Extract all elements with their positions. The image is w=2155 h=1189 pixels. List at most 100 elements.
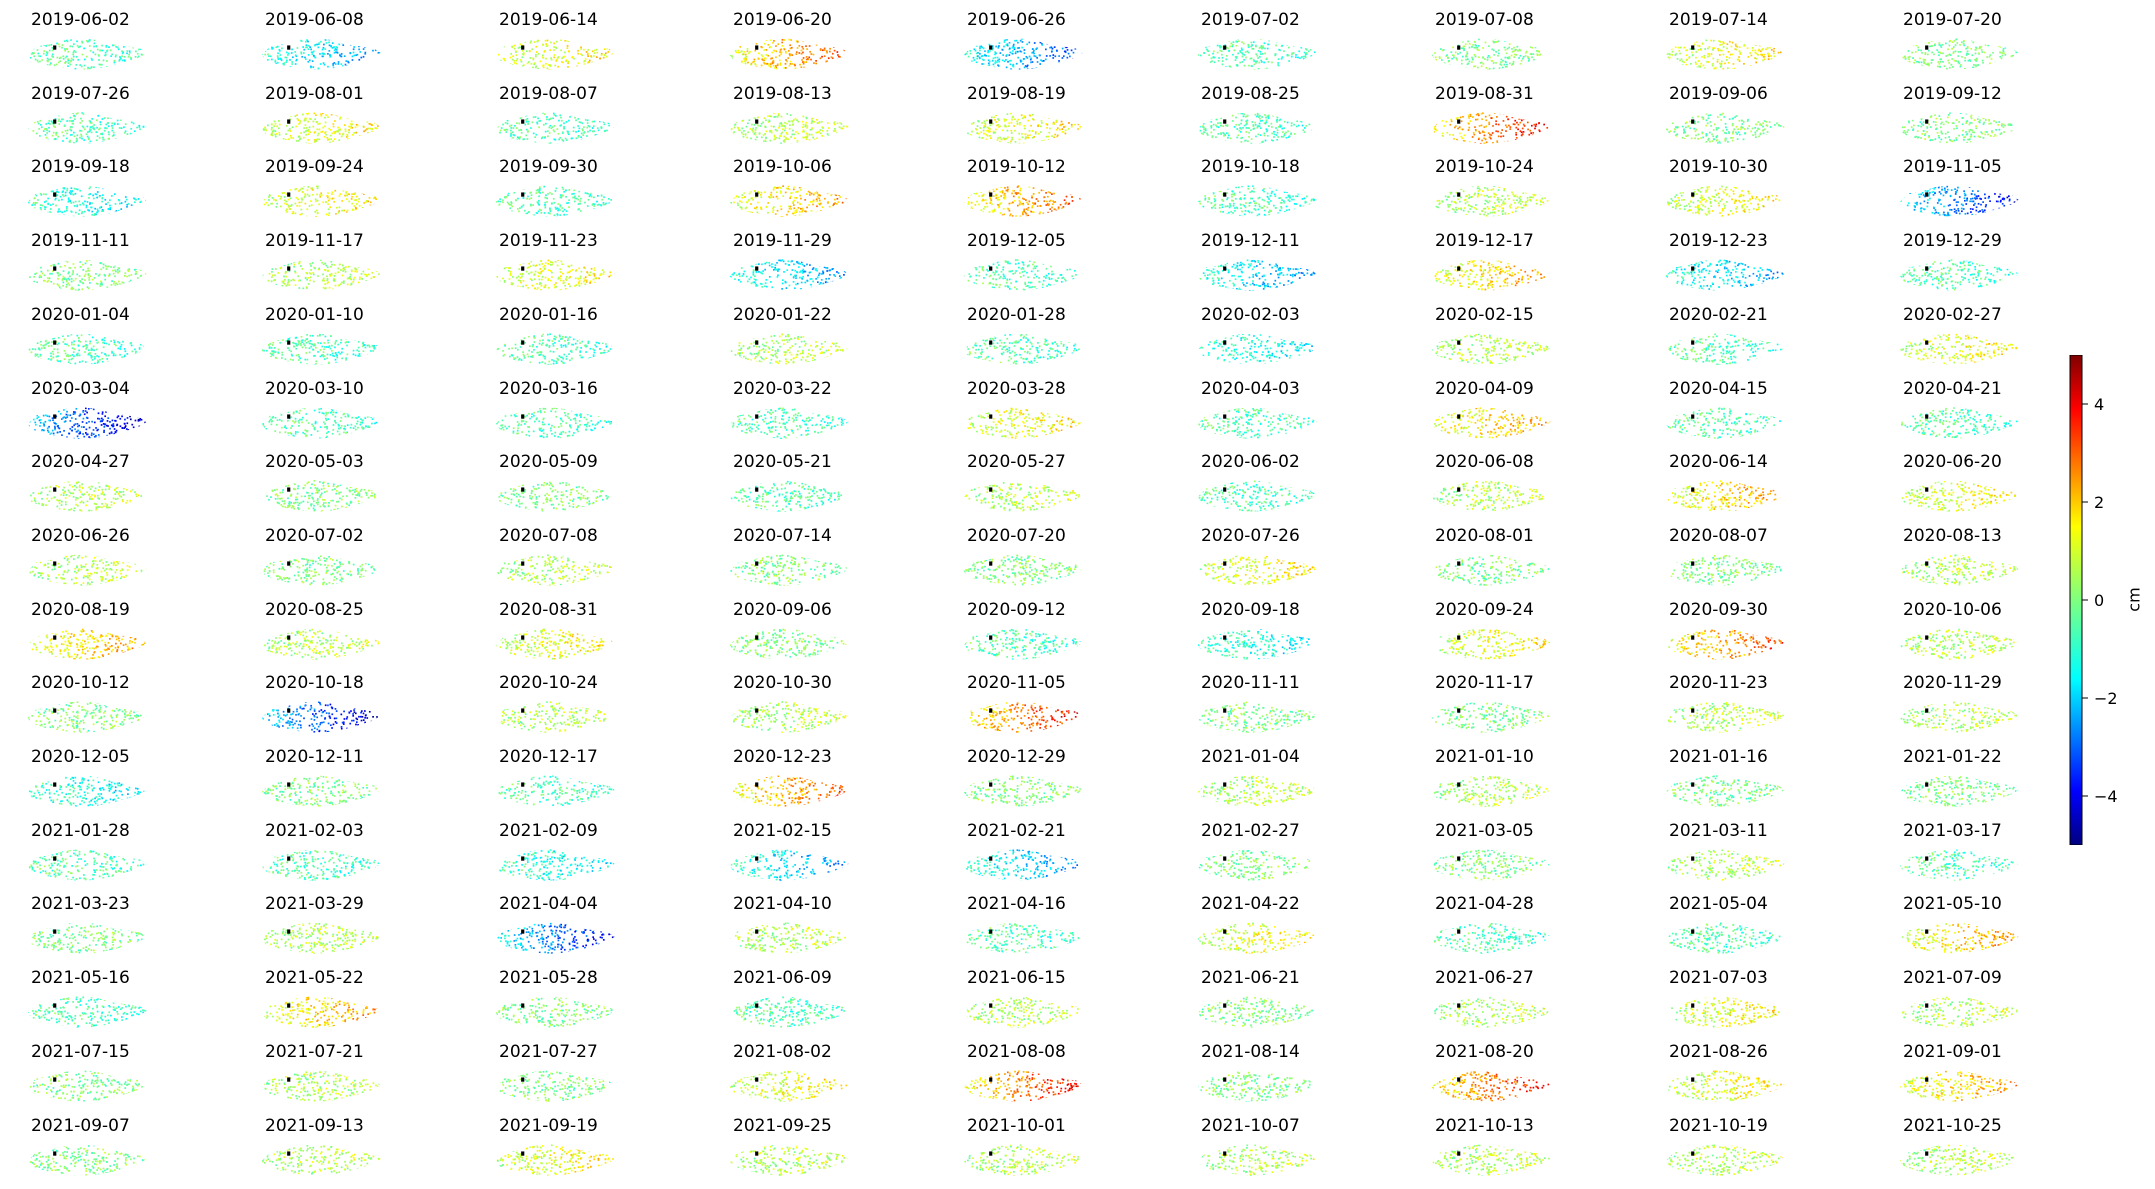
map-pixel [1742, 71, 1744, 73]
map-pixel [1083, 145, 1085, 147]
map-pixel [996, 68, 999, 70]
map-pixel [1450, 51, 1453, 54]
map-pixel [521, 56, 524, 59]
map-pixel [742, 43, 745, 46]
map-pixel [506, 112, 508, 115]
map-pixel [1023, 66, 1026, 69]
map-pixel [1283, 120, 1286, 123]
map-pixel [1708, 46, 1711, 48]
map-pixel [1228, 40, 1231, 43]
map-pixel [1006, 43, 1009, 46]
map-pixel [355, 67, 358, 70]
map-pixel [1910, 38, 1912, 41]
map-pixel [55, 134, 58, 136]
map-pixel [1720, 49, 1723, 52]
map-pixel [22, 127, 24, 129]
map-pixel [1021, 41, 1024, 43]
map-pixel [1930, 59, 1933, 61]
map-pixel [136, 52, 139, 55]
map-pixel [1076, 64, 1078, 67]
map-pixel [603, 67, 606, 69]
map-pixel [123, 59, 126, 62]
map-pixel [768, 63, 770, 65]
map-pixel [760, 142, 762, 144]
map-pixel [1721, 43, 1723, 46]
map-pixel [1045, 135, 1048, 138]
map-pixel [1933, 53, 1935, 56]
map-pixel [1079, 113, 1082, 116]
map-pixel [591, 114, 594, 116]
map-pixel [1726, 47, 1728, 50]
map-pixel [46, 57, 49, 60]
map-pixel [1961, 41, 1963, 44]
map-pixel [345, 65, 348, 68]
map-pixel [537, 52, 540, 55]
map-pixel [276, 61, 279, 64]
map-pixel [319, 53, 321, 55]
map-pixel [762, 121, 764, 124]
map-pixel [1232, 41, 1235, 43]
map-pixel [779, 135, 781, 137]
map-pixel [977, 117, 979, 120]
map-pixel [1241, 55, 1244, 58]
map-pixel [825, 137, 828, 140]
map-pixel [576, 143, 579, 144]
map-pixel [1480, 65, 1483, 68]
map-pixel [1311, 64, 1314, 66]
map-pixel [959, 39, 961, 41]
map-pixel [337, 126, 339, 129]
map-pixel [66, 120, 68, 122]
map-pixel [1063, 126, 1065, 128]
map-pixel [959, 129, 961, 131]
map-pixel [40, 44, 42, 47]
map-pixel [306, 46, 308, 49]
map-pixel [767, 145, 769, 147]
map-pixel [117, 145, 119, 147]
map-pixel [1684, 70, 1686, 72]
map-pixel [1894, 52, 1896, 54]
map-pixel [836, 62, 838, 65]
map-pixel [729, 136, 730, 139]
map-pixel [364, 129, 367, 132]
map-pixel [88, 142, 90, 144]
map-pixel [1229, 45, 1232, 48]
map-pixel [339, 116, 342, 119]
map-pixel [47, 58, 50, 61]
map-pixel [727, 128, 729, 130]
map-pixel [1432, 68, 1435, 70]
map-pixel [1026, 68, 1029, 70]
map-pixel [545, 43, 548, 45]
map-pixel [784, 62, 787, 65]
map-pixel [264, 115, 267, 117]
map-pixel [738, 114, 741, 117]
map-pixel [1462, 45, 1465, 48]
map-pixel [2020, 61, 2022, 63]
map-pixel [1482, 56, 1484, 59]
map-pixel [343, 124, 346, 126]
map-pixel [261, 114, 264, 117]
map-pixel [1698, 64, 1701, 67]
map-pixel [308, 117, 311, 120]
map-pixel [1316, 55, 1317, 58]
map-pixel [117, 48, 120, 51]
map-pixel [806, 136, 808, 138]
map-pixel [1738, 50, 1741, 53]
map-pixel [782, 140, 785, 142]
map-pixel [1770, 49, 1773, 51]
map-pixel [346, 65, 349, 68]
map-pixel [567, 50, 570, 53]
map-pixel [320, 40, 322, 43]
map-pixel [1076, 43, 1079, 46]
map-pixel [1747, 56, 1750, 58]
map-pixel [1310, 55, 1313, 57]
map-pixel [305, 46, 307, 49]
map-pixel [1666, 53, 1669, 55]
map-pixel [1219, 121, 1221, 124]
map-pixel [138, 124, 141, 127]
map-pixel [775, 50, 778, 53]
map-pixel [574, 116, 576, 119]
map-pixel [256, 44, 258, 46]
map-pixel [27, 127, 29, 130]
map-pixel [1039, 41, 1042, 44]
map-pixel [285, 112, 288, 115]
